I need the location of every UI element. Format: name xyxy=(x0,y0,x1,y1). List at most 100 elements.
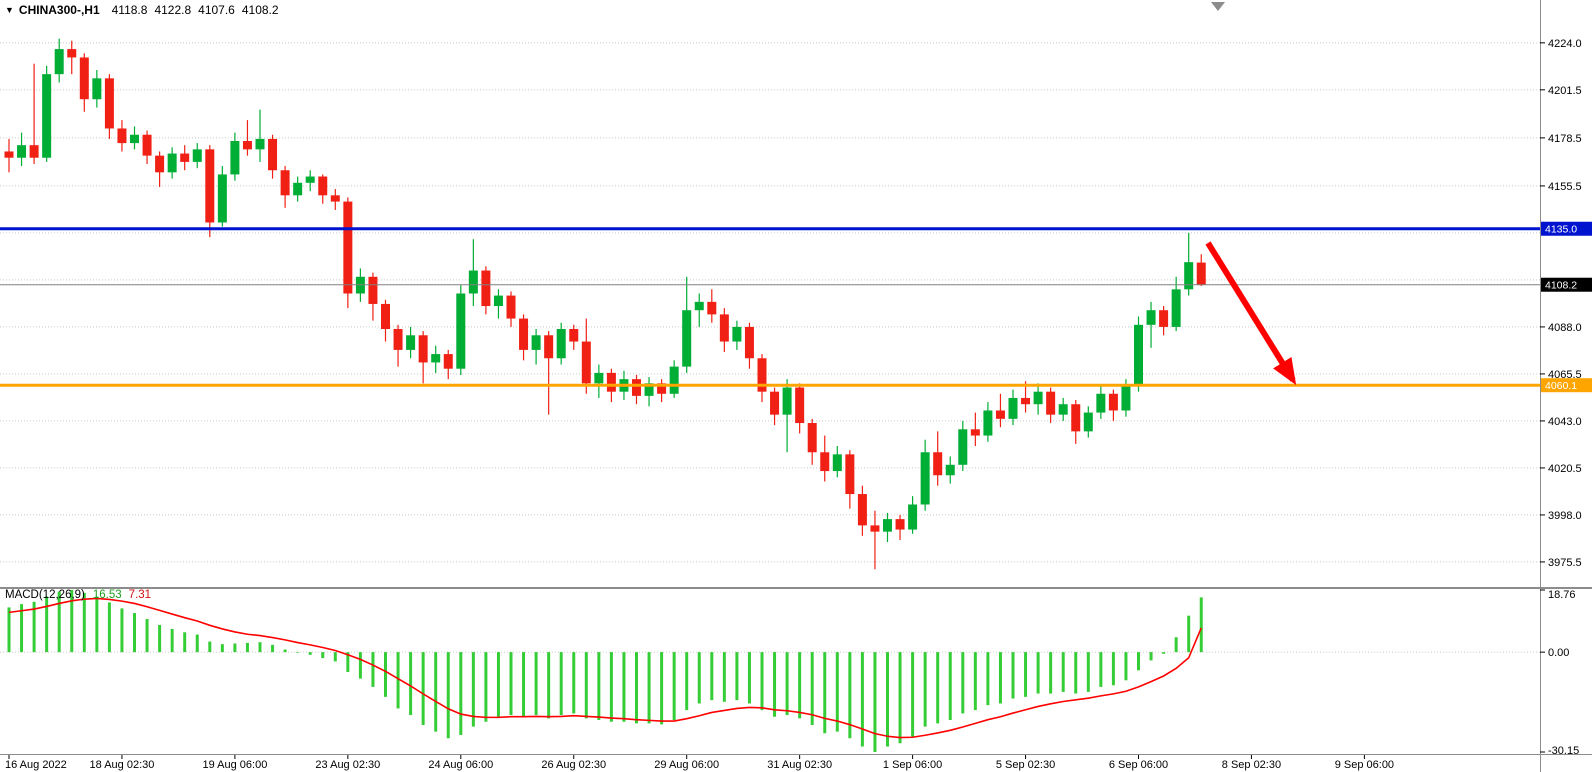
candle xyxy=(556,322,566,365)
candle-body xyxy=(293,182,303,196)
candle xyxy=(79,53,89,112)
candle-body xyxy=(167,153,177,173)
price-tick-label: 4224.0 xyxy=(1548,38,1582,50)
candle xyxy=(757,354,767,403)
candle xyxy=(418,331,428,384)
candle xyxy=(945,456,955,484)
ohlc-open: 4118.8 xyxy=(111,3,148,17)
candle-body xyxy=(54,49,64,75)
price-tick-label: 4065.5 xyxy=(1548,369,1582,381)
candle xyxy=(694,293,704,327)
candle xyxy=(1196,254,1206,286)
candle-body xyxy=(857,494,867,526)
price-tick-label: 4201.5 xyxy=(1548,85,1582,97)
price-tick-label: 4043.0 xyxy=(1548,416,1582,428)
candle xyxy=(719,308,729,352)
price-tick-label: 3975.5 xyxy=(1548,557,1582,569)
candle-body xyxy=(744,326,754,359)
time-tick-label: 29 Aug 06:00 xyxy=(654,759,719,771)
macd-tick-label: 0.00 xyxy=(1548,647,1569,659)
candle xyxy=(393,324,403,367)
candle xyxy=(920,439,930,511)
time-tick-label: 6 Sep 06:00 xyxy=(1109,759,1168,771)
candle-body xyxy=(832,454,842,472)
candle xyxy=(42,65,52,162)
candle-body xyxy=(1121,385,1131,411)
time-tick-label: 9 Sep 06:00 xyxy=(1335,759,1394,771)
trend-arrow[interactable] xyxy=(1205,241,1297,386)
candle xyxy=(908,496,918,534)
candle-body xyxy=(933,452,943,476)
candle-body xyxy=(280,170,290,196)
candle-body xyxy=(92,78,102,100)
candle-body xyxy=(104,78,114,129)
bid-price-label: 4108.2 xyxy=(1541,277,1592,292)
candle xyxy=(1108,389,1118,421)
time-axis[interactable] xyxy=(0,755,1540,772)
candle-body xyxy=(406,335,416,350)
candle xyxy=(330,189,340,210)
candle-body xyxy=(418,335,428,363)
candle-body xyxy=(782,387,792,415)
candle-body xyxy=(142,134,152,156)
candle-body xyxy=(180,153,190,162)
chart-shift-marker-icon[interactable] xyxy=(1211,2,1225,11)
candle xyxy=(933,431,943,486)
support-price-label-text: 4060.1 xyxy=(1545,380,1577,392)
candle xyxy=(782,379,792,453)
macd-tick-label: 18.76 xyxy=(1548,589,1576,601)
candle-body xyxy=(456,293,466,369)
candle-body xyxy=(770,391,780,415)
candle xyxy=(744,322,754,369)
candle xyxy=(293,176,303,202)
candle-body xyxy=(493,295,503,307)
macd-indicator-label: MACD(12,26,9) 16.53 7.31 xyxy=(5,589,151,601)
candle-body xyxy=(1008,397,1018,419)
candle xyxy=(481,266,491,315)
candle-body xyxy=(531,335,541,350)
price-tick-label: 4088.0 xyxy=(1548,322,1582,334)
candle xyxy=(732,320,742,350)
candle xyxy=(682,276,692,373)
candle xyxy=(1071,400,1081,444)
candle-body xyxy=(883,519,892,532)
candle xyxy=(544,331,554,415)
candle-body xyxy=(1058,404,1068,415)
candle xyxy=(857,485,867,536)
candle-body xyxy=(732,326,742,342)
candle-body xyxy=(795,387,805,424)
candle xyxy=(707,289,717,323)
candle xyxy=(104,74,114,139)
candle xyxy=(657,379,667,403)
candle-body xyxy=(983,410,993,436)
candle-body xyxy=(757,358,767,392)
candle-body xyxy=(42,74,52,158)
candle-body xyxy=(255,138,265,150)
resistance-price-label: 4135.0 xyxy=(1541,221,1592,236)
candle-body xyxy=(1108,393,1118,411)
candle-body xyxy=(707,301,717,315)
symbol-dropdown-icon[interactable]: ▼ xyxy=(5,5,14,15)
candle xyxy=(632,374,641,405)
candle-body xyxy=(694,301,704,311)
candle-body xyxy=(1184,262,1194,290)
candle-body xyxy=(682,310,692,367)
candle-body xyxy=(644,383,654,396)
candle xyxy=(431,345,441,373)
candle xyxy=(456,285,466,375)
candle xyxy=(983,402,993,442)
candle-body xyxy=(594,372,604,384)
candle xyxy=(142,130,152,164)
candle xyxy=(669,360,679,398)
candle-body xyxy=(343,201,353,294)
price-tick-label: 4155.5 xyxy=(1548,181,1582,193)
macd-signal-line xyxy=(8,597,1202,739)
overlays xyxy=(1205,2,1297,386)
candle xyxy=(594,364,604,398)
candle-body xyxy=(443,354,453,369)
candle-body xyxy=(381,303,390,330)
macd-tick-label: -30.15 xyxy=(1548,745,1579,757)
candle xyxy=(305,170,315,192)
